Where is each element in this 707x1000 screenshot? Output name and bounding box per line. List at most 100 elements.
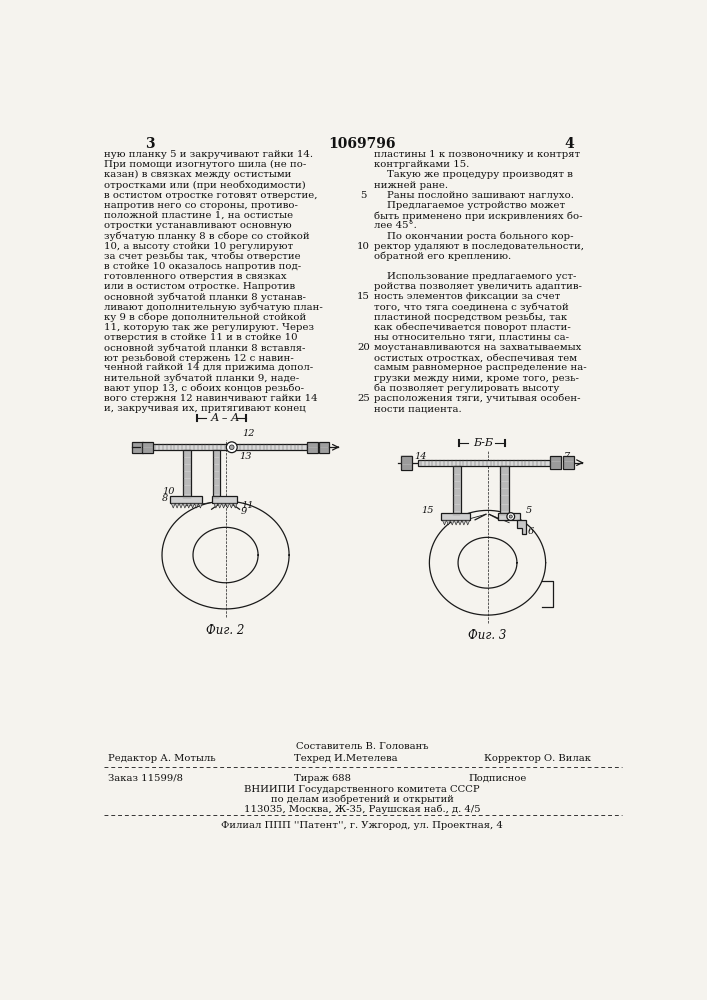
Text: или в остистом отростке. Напротив: или в остистом отростке. Напротив bbox=[104, 282, 295, 291]
Text: отверстия в стойке 11 и в стойке 10: отверстия в стойке 11 и в стойке 10 bbox=[104, 333, 298, 342]
Text: ливают дополнительную зубчатую план-: ливают дополнительную зубчатую план- bbox=[104, 302, 322, 312]
Polygon shape bbox=[233, 503, 237, 508]
Text: вого стержня 12 навинчивают гайки 14: вого стержня 12 навинчивают гайки 14 bbox=[104, 394, 317, 403]
Circle shape bbox=[230, 445, 234, 450]
Text: лее 45°.: лее 45°. bbox=[373, 221, 416, 230]
Text: 15: 15 bbox=[421, 506, 434, 515]
Text: ройства позволяет увеличить адаптив-: ройства позволяет увеличить адаптив- bbox=[373, 282, 581, 291]
Text: пластиной посредством резьбы, так: пластиной посредством резьбы, так bbox=[373, 313, 567, 322]
Text: за счет резьбы так, чтобы отверстие: за счет резьбы так, чтобы отверстие bbox=[104, 252, 300, 261]
Text: 10, а высоту стойки 10 регулируют: 10, а высоту стойки 10 регулируют bbox=[104, 242, 293, 251]
Polygon shape bbox=[517, 520, 526, 534]
Polygon shape bbox=[214, 503, 218, 508]
Text: ности пациента.: ности пациента. bbox=[373, 404, 462, 413]
Bar bbox=[441, 513, 470, 520]
Polygon shape bbox=[454, 520, 458, 525]
Bar bbox=[183, 450, 191, 500]
Text: нижней ране.: нижней ране. bbox=[373, 181, 448, 190]
Text: Предлагаемое устройство может: Предлагаемое устройство может bbox=[373, 201, 565, 210]
Text: вают упор 13, с обоих концов резьбо-: вают упор 13, с обоих концов резьбо- bbox=[104, 384, 304, 393]
Polygon shape bbox=[446, 520, 450, 525]
Text: Фиг. 3: Фиг. 3 bbox=[468, 629, 507, 642]
Text: Филиал ППП ''Патент'', г. Ужгород, ул. Проектная, 4: Филиал ППП ''Патент'', г. Ужгород, ул. П… bbox=[221, 821, 503, 830]
Circle shape bbox=[509, 515, 513, 518]
Text: Составитель В. Голованъ: Составитель В. Голованъ bbox=[296, 742, 428, 751]
Text: грузки между ними, кроме того, резь-: грузки между ними, кроме того, резь- bbox=[373, 374, 578, 383]
Text: При помощи изогнутого шила (не по-: При помощи изогнутого шила (не по- bbox=[104, 160, 306, 169]
Bar bbox=[498, 513, 520, 520]
Bar bbox=[307, 442, 317, 453]
Text: 11: 11 bbox=[241, 501, 254, 510]
Text: 14: 14 bbox=[414, 452, 426, 461]
Circle shape bbox=[507, 513, 515, 520]
Text: Раны послойно зашивают наглухо.: Раны послойно зашивают наглухо. bbox=[373, 191, 573, 200]
Text: и, закручивая их, притягивают конец: и, закручивая их, притягивают конец bbox=[104, 404, 305, 413]
Text: По окончании роста больного кор-: По окончании роста больного кор- bbox=[373, 231, 573, 241]
Bar bbox=[213, 450, 220, 500]
Text: казан) в связках между остистыми: казан) в связках между остистыми bbox=[104, 170, 291, 179]
Text: ность элементов фиксации за счет: ность элементов фиксации за счет bbox=[373, 292, 560, 301]
Text: основной зубчатой планки 8 вставля-: основной зубчатой планки 8 вставля- bbox=[104, 343, 305, 353]
Bar bbox=[212, 496, 237, 503]
Polygon shape bbox=[222, 503, 226, 508]
Polygon shape bbox=[191, 503, 194, 508]
Text: как обеспечивается поворот пласти-: как обеспечивается поворот пласти- bbox=[373, 323, 571, 332]
Text: расположения тяги, учитывая особен-: расположения тяги, учитывая особен- bbox=[373, 394, 580, 403]
Text: ную планку 5 и закручивают гайки 14.: ную планку 5 и закручивают гайки 14. bbox=[104, 150, 313, 159]
Text: готовленного отверстия в связках: готовленного отверстия в связках bbox=[104, 272, 286, 281]
Text: А – А: А – А bbox=[211, 413, 240, 423]
Text: 10: 10 bbox=[357, 242, 370, 251]
Text: 11, которую так же регулируют. Через: 11, которую так же регулируют. Через bbox=[104, 323, 314, 332]
Polygon shape bbox=[450, 520, 454, 525]
Bar bbox=[418, 460, 549, 466]
Bar bbox=[401, 456, 411, 470]
Text: Заказ 11599/8: Заказ 11599/8 bbox=[107, 774, 182, 783]
Text: контргайками 15.: контргайками 15. bbox=[373, 160, 469, 169]
Text: отростками или (при необходимости): отростками или (при необходимости) bbox=[104, 181, 305, 190]
Text: Такую же процедуру производят в: Такую же процедуру производят в bbox=[373, 170, 573, 179]
Bar bbox=[550, 456, 561, 469]
Polygon shape bbox=[218, 503, 222, 508]
Text: 7: 7 bbox=[563, 452, 570, 461]
Bar bbox=[563, 456, 573, 469]
Text: 4: 4 bbox=[564, 137, 574, 151]
Bar bbox=[452, 466, 461, 517]
Polygon shape bbox=[199, 503, 202, 508]
Text: Фиг. 2: Фиг. 2 bbox=[206, 624, 245, 637]
Text: 15: 15 bbox=[357, 292, 370, 301]
Polygon shape bbox=[194, 503, 199, 508]
Text: положной пластине 1, на остистые: положной пластине 1, на остистые bbox=[104, 211, 293, 220]
Text: отростки устанавливают основную: отростки устанавливают основную bbox=[104, 221, 291, 230]
Text: 5: 5 bbox=[526, 506, 532, 515]
Polygon shape bbox=[179, 503, 183, 508]
Polygon shape bbox=[458, 520, 462, 525]
Text: напротив него со стороны, противо-: напротив него со стороны, противо- bbox=[104, 201, 298, 210]
Bar bbox=[132, 442, 143, 453]
Text: ченной гайкой 14 для прижима допол-: ченной гайкой 14 для прижима допол- bbox=[104, 363, 313, 372]
Text: Использование предлагаемого уст-: Использование предлагаемого уст- bbox=[373, 272, 576, 281]
Text: 9: 9 bbox=[241, 507, 247, 516]
Text: остистых отростках, обеспечивая тем: остистых отростках, обеспечивая тем bbox=[373, 353, 577, 363]
Text: 113035, Москва, Ж-35, Раушская наб., д. 4/5: 113035, Москва, Ж-35, Раушская наб., д. … bbox=[244, 805, 480, 814]
Text: Корректор О. Вилак: Корректор О. Вилак bbox=[484, 754, 590, 763]
Text: ку 9 в сборе дополнительной стойкой: ку 9 в сборе дополнительной стойкой bbox=[104, 313, 306, 322]
Text: 12: 12 bbox=[243, 429, 255, 438]
Text: 5: 5 bbox=[361, 191, 367, 200]
Polygon shape bbox=[226, 503, 230, 508]
Text: того, что тяга соединена с зубчатой: того, что тяга соединена с зубчатой bbox=[373, 302, 568, 312]
Text: быть применено при искривлениях бо-: быть применено при искривлениях бо- bbox=[373, 211, 582, 221]
Text: Тираж 688: Тираж 688 bbox=[293, 774, 351, 783]
Text: обратной его креплению.: обратной его креплению. bbox=[373, 252, 511, 261]
Text: 20: 20 bbox=[357, 343, 370, 352]
Text: самым равномерное распределение на-: самым равномерное распределение на- bbox=[373, 363, 586, 372]
Text: нительной зубчатой планки 9, наде-: нительной зубчатой планки 9, наде- bbox=[104, 374, 299, 383]
Text: ны относительно тяги, пластины са-: ны относительно тяги, пластины са- bbox=[373, 333, 568, 342]
Polygon shape bbox=[183, 503, 187, 508]
Polygon shape bbox=[171, 503, 175, 508]
Text: основной зубчатой планки 8 устанав-: основной зубчатой планки 8 устанав- bbox=[104, 292, 305, 302]
Polygon shape bbox=[466, 520, 469, 525]
Text: 8: 8 bbox=[162, 494, 168, 503]
Circle shape bbox=[226, 442, 237, 453]
Bar bbox=[144, 444, 307, 450]
Bar bbox=[500, 466, 509, 517]
